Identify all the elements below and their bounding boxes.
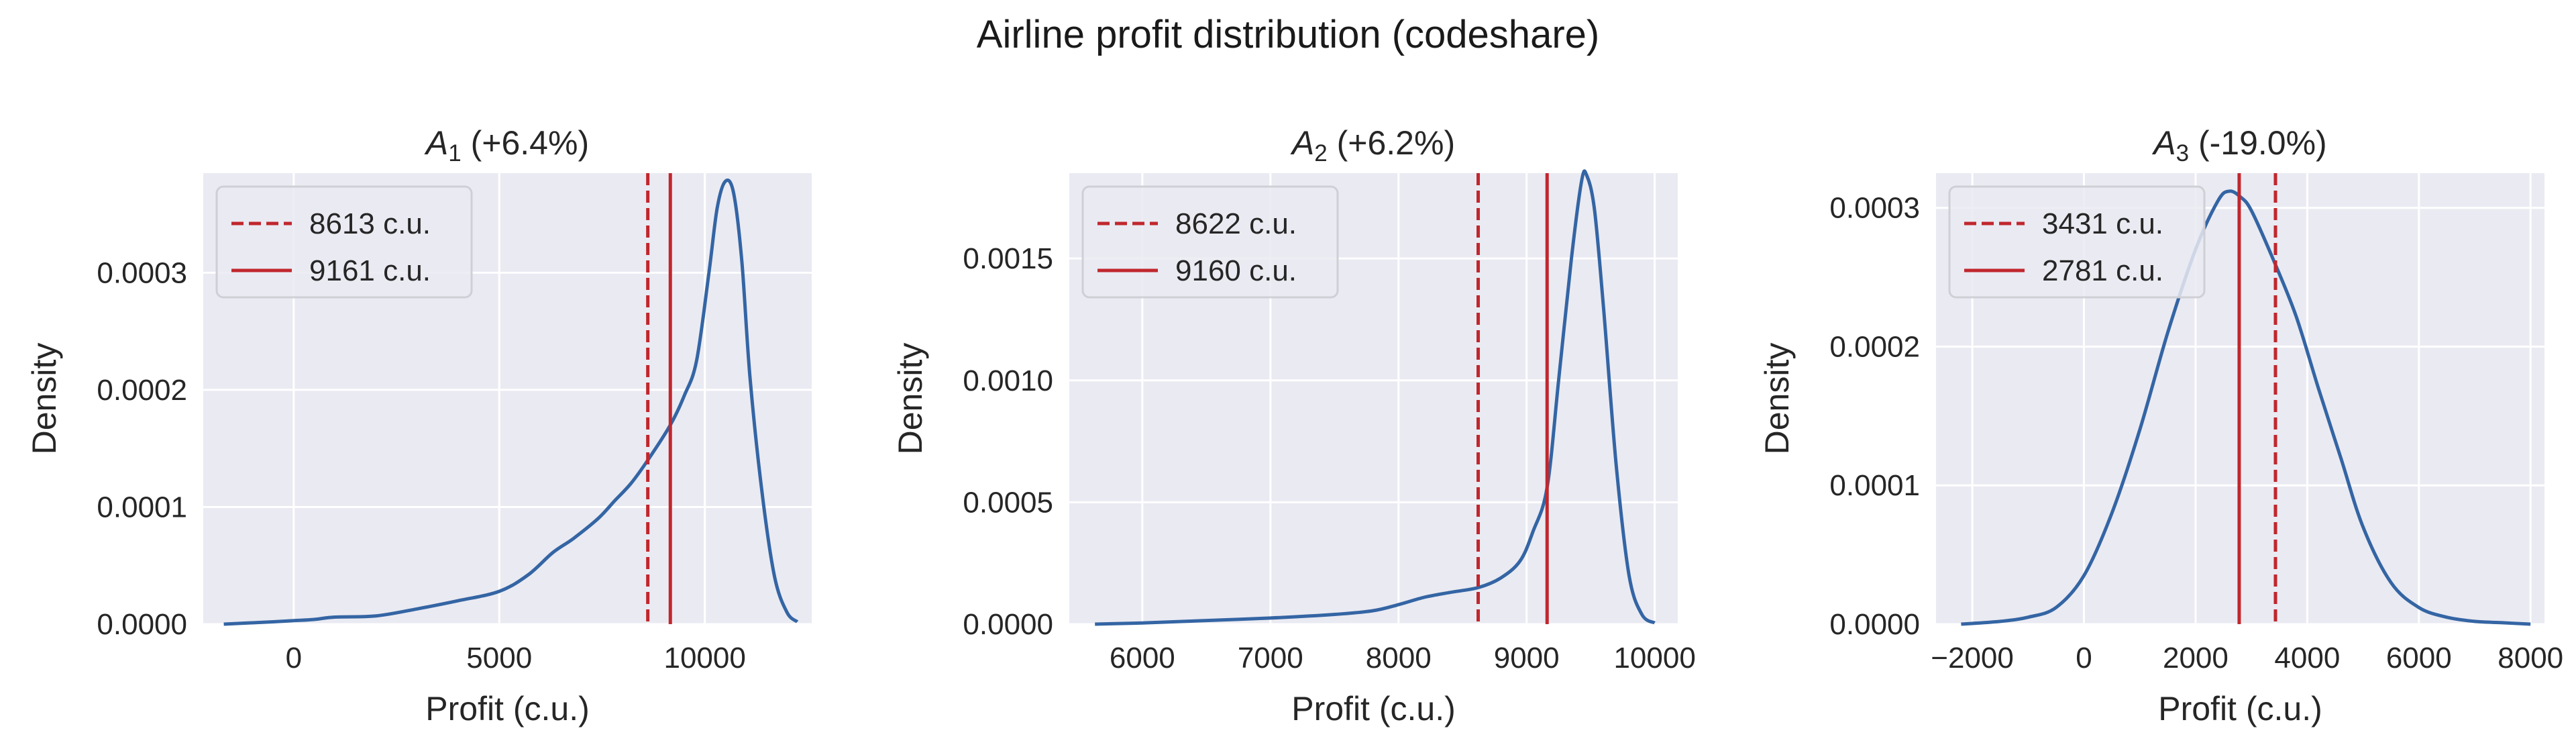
y-tick-label: 0.0010 bbox=[963, 364, 1053, 397]
density-curve bbox=[1961, 189, 2531, 626]
x-tick-label: 6000 bbox=[2386, 642, 2452, 674]
x-tick-label: 10000 bbox=[663, 642, 745, 674]
x-tick-label: 9000 bbox=[1494, 642, 1560, 674]
subplot-1: 0 5000 10000 0.0000 0.0001 0.0002 0.0003 Profit… bbox=[25, 124, 812, 727]
y-tick-label: 0.0000 bbox=[1829, 608, 1920, 641]
x-tick-label: 2000 bbox=[2163, 642, 2229, 674]
subplot-title: A1 (+6.4%) bbox=[424, 124, 589, 166]
y-tick-label: 0.0005 bbox=[963, 486, 1053, 519]
x-axis-label: Profit (c.u.) bbox=[425, 690, 589, 727]
y-tick-label: 0.0002 bbox=[1829, 330, 1920, 363]
subplot-3: −2000 0 2000 4000 6000 8000 0.0000 0.0001 0.0002… bbox=[1758, 124, 2563, 727]
y-tick-label: 0.0003 bbox=[1829, 192, 1920, 225]
x-tick-label: 8000 bbox=[2498, 642, 2563, 674]
y-axis-label: Density bbox=[1758, 343, 1796, 455]
legend-label: 8622 c.u. bbox=[1175, 207, 1297, 240]
subplot-title: A3 (-19.0%) bbox=[2151, 124, 2326, 166]
legend: 3431 c.u. 2781 c.u. bbox=[1948, 185, 2206, 299]
x-tick-label: 8000 bbox=[1366, 642, 1432, 674]
x-axis-label: Profit (c.u.) bbox=[2158, 690, 2322, 727]
x-tick-label: 0 bbox=[2076, 642, 2092, 674]
x-tick-label: 4000 bbox=[2274, 642, 2340, 674]
x-tick-label: −2000 bbox=[1931, 642, 2014, 674]
x-tick-label: 0 bbox=[286, 642, 302, 674]
y-tick-label: 0.0015 bbox=[963, 242, 1053, 275]
y-tick-label: 0.0001 bbox=[97, 491, 187, 523]
x-tick-label: 5000 bbox=[466, 642, 532, 674]
legend-label: 9160 c.u. bbox=[1175, 254, 1297, 287]
y-tick-label: 0.0000 bbox=[97, 608, 187, 641]
x-tick-label: 6000 bbox=[1110, 642, 1175, 674]
density-curve bbox=[1095, 169, 1656, 626]
legend-label: 3431 c.u. bbox=[2042, 207, 2163, 240]
legend-label: 2781 c.u. bbox=[2042, 254, 2163, 287]
y-tick-label: 0.0002 bbox=[97, 374, 187, 407]
x-axis-label: Profit (c.u.) bbox=[1291, 690, 1455, 727]
density-curve bbox=[223, 179, 799, 626]
subplot-2: 6000 7000 8000 9000 10000 0.0000 0.0005 0.0010 0… bbox=[892, 124, 1696, 727]
x-tick-label: 10000 bbox=[1613, 642, 1695, 674]
figure-title: Airline profit distribution (codeshare) bbox=[976, 13, 1600, 56]
y-tick-label: 0.0003 bbox=[97, 256, 187, 289]
legend-label: 8613 c.u. bbox=[309, 207, 431, 240]
subplot-title: A2 (+6.2%) bbox=[1290, 124, 1455, 166]
y-tick-label: 0.0001 bbox=[1829, 469, 1920, 502]
x-tick-label: 7000 bbox=[1238, 642, 1303, 674]
legend: 8613 c.u. 9161 c.u. bbox=[215, 185, 473, 299]
y-axis-label: Density bbox=[25, 343, 63, 455]
legend: 8622 c.u. 9160 c.u. bbox=[1081, 185, 1339, 299]
legend-label: 9161 c.u. bbox=[309, 254, 431, 287]
y-tick-label: 0.0000 bbox=[963, 608, 1053, 641]
y-axis-label: Density bbox=[892, 343, 929, 455]
